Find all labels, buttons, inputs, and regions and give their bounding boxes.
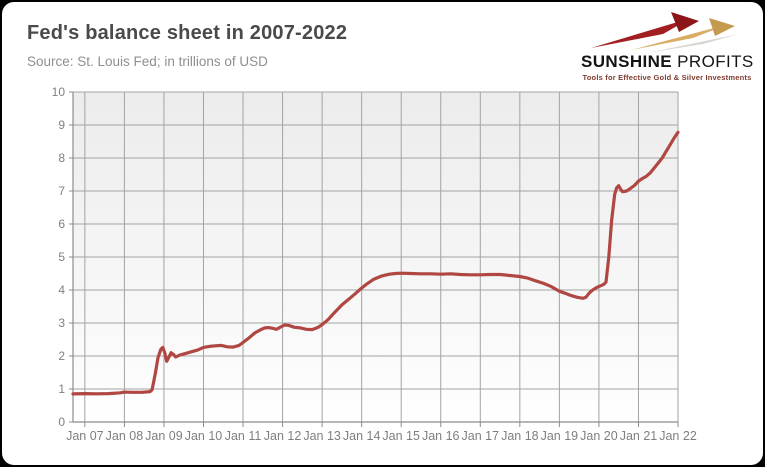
x-axis-label: Jan 12: [264, 429, 302, 443]
y-axis-label: 10: [52, 85, 66, 99]
x-axis-label: Jan 08: [106, 429, 144, 443]
y-axis-label: 0: [58, 415, 65, 429]
logo-name: SUNSHINE PROFITS: [581, 52, 753, 72]
logo-name-light: PROFITS: [672, 52, 754, 71]
y-axis-label: 4: [58, 283, 65, 297]
logo-tagline: Tools for Effective Gold & Silver Invest…: [582, 73, 752, 82]
x-axis-label: Jan 14: [343, 429, 381, 443]
x-axis-label: Jan 20: [580, 429, 618, 443]
x-axis-label: Jan 15: [382, 429, 420, 443]
balance-sheet-line: [71, 130, 680, 396]
y-axis-label: 3: [58, 316, 65, 330]
page-title: Fed's balance sheet in 2007-2022: [27, 22, 348, 44]
x-axis-label: Jan 16: [422, 429, 460, 443]
x-axis-label: Jan 13: [303, 429, 341, 443]
x-axis-label: Jan 22: [659, 429, 697, 443]
y-axis-label: 6: [58, 217, 65, 231]
y-axis-label: 5: [58, 250, 65, 264]
logo-arrows-icon: [591, 12, 739, 53]
x-axis-label: Jan 21: [620, 429, 658, 443]
y-axis-label: 1: [58, 382, 65, 396]
x-axis-label: Jan 11: [225, 429, 262, 443]
x-axis-label: Jan 07: [66, 429, 104, 443]
x-axis-label: Jan 10: [185, 429, 223, 443]
y-axis-label: 7: [58, 184, 65, 198]
sunshine-profits-logo: SUNSHINE PROFITS Tools for Effective Gol…: [581, 8, 753, 82]
y-axis-label: 9: [58, 118, 65, 132]
page-subtitle: Source: St. Louis Fed; in trillions of U…: [27, 54, 268, 69]
x-axis-label: Jan 17: [462, 429, 500, 443]
x-axis-label: Jan 09: [145, 429, 183, 443]
x-axis-label: Jan 18: [501, 429, 539, 443]
y-axis-label: 8: [58, 151, 65, 165]
x-axis-label: Jan 19: [541, 429, 579, 443]
logo-name-bold: SUNSHINE: [581, 52, 673, 71]
y-axis-label: 2: [58, 349, 65, 363]
